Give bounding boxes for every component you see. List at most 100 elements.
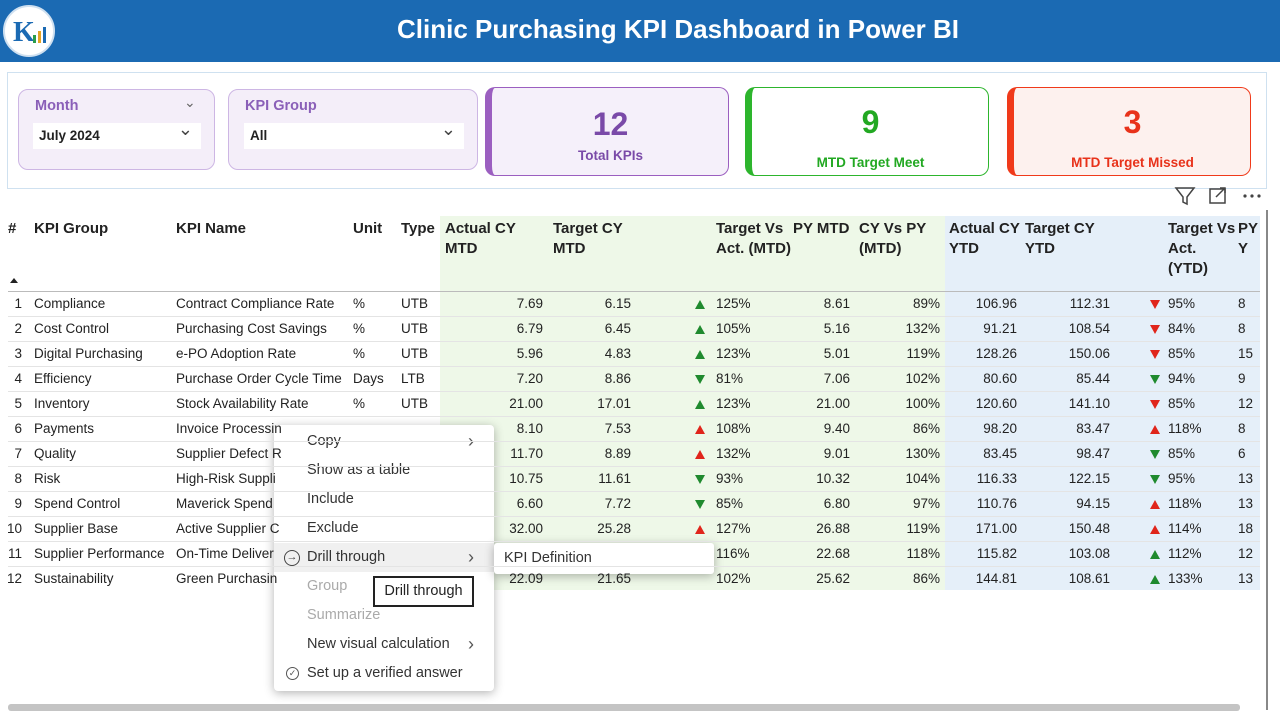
menu-item[interactable]: Set up a verified answer ✓	[274, 659, 494, 688]
table-cell[interactable]: 12	[1238, 546, 1254, 561]
table-cell[interactable]: Efficiency	[34, 371, 92, 386]
table-cell[interactable]: UTB	[401, 346, 428, 361]
table-cell[interactable]: 103.08	[1068, 546, 1110, 561]
table-cell[interactable]: 6.80	[823, 496, 850, 511]
table-cell[interactable]: 7.53	[604, 421, 631, 436]
table-cell[interactable]: 21.00	[509, 396, 543, 411]
table-cell[interactable]: 22.68	[816, 546, 850, 561]
table-cell[interactable]: 93%	[716, 471, 744, 486]
table-cell[interactable]: Risk	[34, 471, 61, 486]
visual-header-icons[interactable]	[1170, 184, 1275, 208]
table-cell[interactable]: 91.21	[983, 321, 1017, 336]
table-cell[interactable]: 123%	[716, 346, 751, 361]
table-cell[interactable]: Active Supplier C	[176, 521, 280, 536]
table-cell[interactable]: 106.96	[975, 296, 1017, 311]
table-cell[interactable]: 8	[1238, 321, 1246, 336]
table-cell[interactable]: Cost Control	[34, 321, 110, 336]
table-cell[interactable]: %	[353, 321, 366, 336]
table-cell[interactable]: e-PO Adoption Rate	[176, 346, 297, 361]
table-cell[interactable]: 104%	[905, 471, 940, 486]
menu-item[interactable]: New visual calculation ›	[274, 630, 494, 659]
table-cell[interactable]: %	[353, 346, 366, 361]
table-cell[interactable]: 9	[14, 496, 22, 511]
table-cell[interactable]: 118%	[1168, 421, 1202, 436]
table-cell[interactable]: 150.06	[1068, 346, 1110, 361]
table-cell[interactable]: 128.26	[975, 346, 1017, 361]
table-cell[interactable]: 6	[1238, 446, 1246, 461]
table-cell[interactable]: 9.01	[823, 446, 850, 461]
table-cell[interactable]: Digital Purchasing	[34, 346, 143, 361]
table-cell[interactable]: 7.72	[604, 496, 631, 511]
table-cell[interactable]: Payments	[34, 421, 95, 436]
table-cell[interactable]: 32.00	[509, 521, 543, 536]
table-cell[interactable]: 5.01	[823, 346, 850, 361]
table-cell[interactable]: 9.40	[823, 421, 850, 436]
table-visual[interactable]	[0, 210, 1268, 710]
table-cell[interactable]: UTB	[401, 296, 428, 311]
menu-item[interactable]: Exclude	[274, 514, 494, 543]
table-cell[interactable]: 112%	[1168, 546, 1202, 561]
table-cell[interactable]: 83.47	[1076, 421, 1110, 436]
table-cell[interactable]: 13	[1238, 571, 1254, 586]
table-cell[interactable]: 118%	[1168, 496, 1202, 511]
table-cell[interactable]: Compliance	[34, 296, 106, 311]
table-cell[interactable]: 98.47	[1076, 446, 1110, 461]
table-cell[interactable]: Purchase Order Cycle Time	[176, 371, 342, 386]
submenu-item[interactable]: KPI Definition	[494, 543, 714, 574]
table-cell[interactable]: 108.61	[1068, 571, 1110, 586]
table-cell[interactable]: 7.20	[516, 371, 543, 386]
slicer[interactable]: KPI Group All ⌄	[228, 89, 478, 170]
table-cell[interactable]: 8	[1238, 421, 1246, 436]
table-cell[interactable]: 102%	[905, 371, 940, 386]
table-cell[interactable]: Purchasing Cost Savings	[176, 321, 327, 336]
table-cell[interactable]: 6.15	[604, 296, 631, 311]
table-cell[interactable]: 112.31	[1069, 296, 1110, 311]
table-cell[interactable]: 95%	[1168, 296, 1196, 311]
table-cell[interactable]: 97%	[912, 496, 940, 511]
table-cell[interactable]: 11.70	[510, 446, 543, 461]
table-cell[interactable]: 85%	[1168, 346, 1196, 361]
table-cell[interactable]: On-Time Deliver	[176, 546, 274, 561]
table-cell[interactable]: 83.45	[983, 446, 1017, 461]
slicer-dropdown[interactable]: July 2024 ⌄	[33, 119, 201, 149]
table-cell[interactable]: 125%	[716, 296, 751, 311]
menu-item[interactable]: Include	[274, 485, 494, 514]
table-cell[interactable]: Quality	[34, 446, 77, 461]
table-cell[interactable]: 10.75	[509, 471, 543, 486]
table-cell[interactable]: 22.09	[509, 571, 543, 586]
table-cell[interactable]: 6.45	[604, 321, 631, 336]
table-cell[interactable]: 171.00	[975, 521, 1017, 536]
table-cell[interactable]: 7	[14, 446, 22, 461]
table-cell[interactable]: 9	[1238, 371, 1246, 386]
table-cell[interactable]: 4	[14, 371, 22, 386]
table-cell[interactable]: UTB	[401, 396, 428, 411]
table-cell[interactable]: 141.10	[1068, 396, 1110, 411]
table-cell[interactable]: 11.61	[598, 471, 631, 486]
table-cell[interactable]: High-Risk Suppli	[176, 471, 276, 486]
table-cell[interactable]: Contract Compliance Rate	[176, 296, 335, 311]
table-cell[interactable]: 81%	[716, 371, 744, 386]
table-cell[interactable]: 7.06	[823, 371, 850, 386]
table-cell[interactable]: 132%	[716, 446, 751, 461]
table-cell[interactable]: 85%	[1168, 446, 1196, 461]
table-cell[interactable]: 6.60	[516, 496, 543, 511]
table-cell[interactable]: 86%	[912, 571, 940, 586]
table-cell[interactable]: 8.86	[604, 371, 631, 386]
table-cell[interactable]: 13	[1238, 471, 1254, 486]
table-cell[interactable]: 15	[1238, 346, 1254, 361]
table-cell[interactable]: 89%	[912, 296, 940, 311]
table-cell[interactable]: 116.33	[976, 471, 1017, 486]
table-cell[interactable]: 13	[1238, 496, 1254, 511]
table-cell[interactable]: 8.89	[604, 446, 631, 461]
table-cell[interactable]: 108%	[716, 421, 751, 436]
table-cell[interactable]: 102%	[716, 571, 751, 586]
table-cell[interactable]: 119%	[906, 346, 940, 361]
table-cell[interactable]: 8	[14, 471, 22, 486]
table-cell[interactable]: 85.44	[1076, 371, 1110, 386]
table-cell[interactable]: Supplier Defect R	[176, 446, 282, 461]
table-cell[interactable]: 120.60	[975, 396, 1017, 411]
slicer[interactable]: Month ⌄ July 2024 ⌄	[18, 89, 215, 170]
table-cell[interactable]: 10.32	[816, 471, 850, 486]
table-cell[interactable]: 95%	[1168, 471, 1196, 486]
table-cell[interactable]: Sustainability	[34, 571, 114, 586]
